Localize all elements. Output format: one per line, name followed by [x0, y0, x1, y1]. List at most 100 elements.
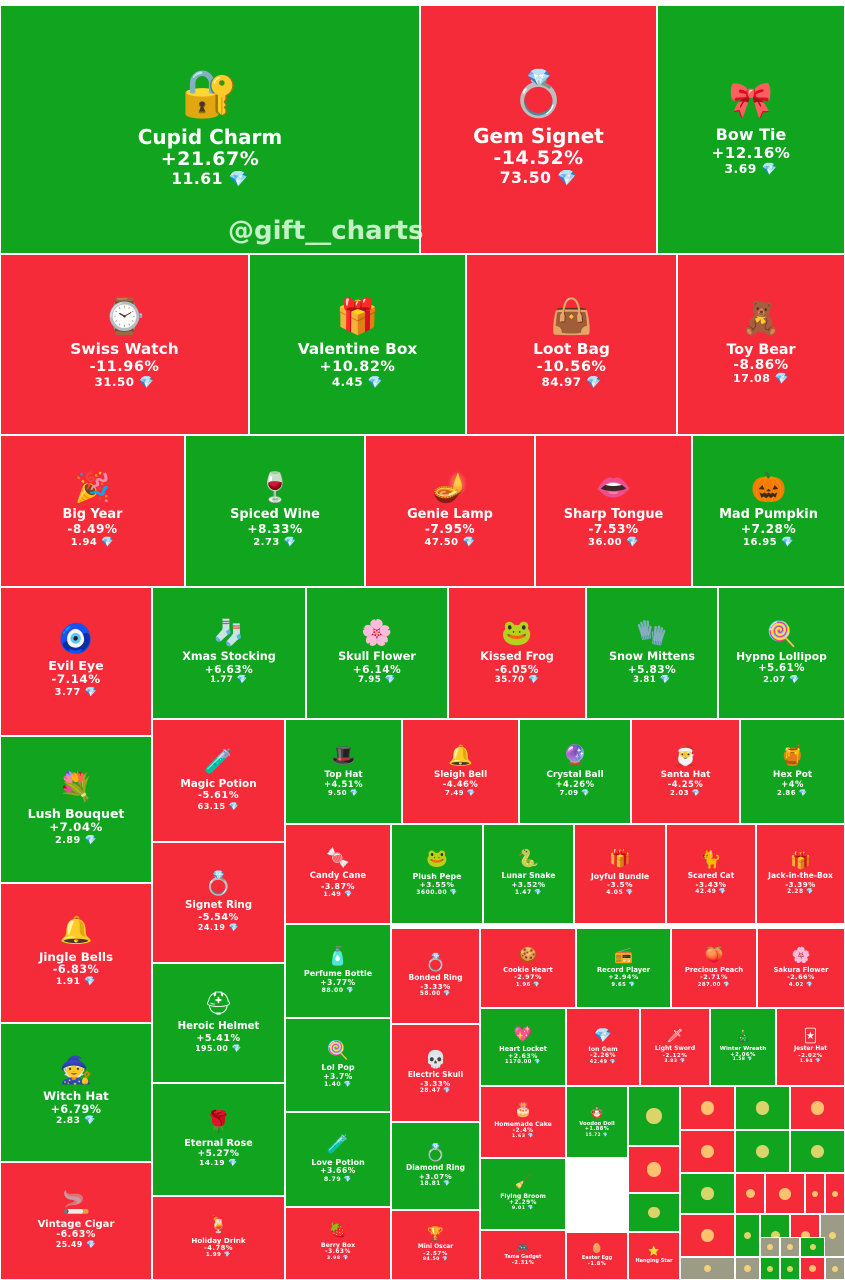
tile-crystal-ball[interactable]: 🔮 Crystal Ball +4.26% 7.09 💎	[519, 719, 631, 824]
tile-change: -7.95%	[424, 522, 476, 537]
tile-big-year[interactable]: 🎉 Big Year -8.49% 1.94 💎	[0, 435, 185, 587]
tile-small[interactable]	[760, 1237, 780, 1257]
tile-name: Light Sword	[654, 1044, 696, 1052]
tile-small[interactable]	[680, 1086, 735, 1130]
tile-eternal-rose[interactable]: 🌹 Eternal Rose +5.27% 14.19 💎	[152, 1083, 285, 1196]
tile-precious-peach[interactable]: 🍑 Precious Peach -2.71% 287.00 💎	[671, 928, 757, 1008]
tile-candy-cane[interactable]: 🍬 Candy Cane -3.87% 1.49 💎	[285, 824, 391, 924]
tile-small[interactable]	[735, 1173, 765, 1214]
tile-easter-egg[interactable]: 🥚 Easter Egg -1.8%	[566, 1232, 628, 1280]
price-value: 88.00	[321, 987, 347, 995]
tile-small[interactable]	[735, 1130, 790, 1173]
tile-small[interactable]	[800, 1257, 825, 1280]
tile-lol-pop[interactable]: 🍭 Lol Pop +3.7% 1.40 💎	[285, 1018, 391, 1112]
tile-spiced-wine[interactable]: 🍷 Spiced Wine +8.33% 2.73 💎	[185, 435, 365, 587]
tile-sleigh-bell[interactable]: 🔔 Sleigh Bell -4.46% 7.49 💎	[402, 719, 519, 824]
tile-tama-gadget[interactable]: 🎮 Tama Gadget -2.31%	[480, 1230, 566, 1280]
tile-hex-pot[interactable]: 🍯 Hex Pot +4% 2.86 💎	[740, 719, 845, 824]
tile-small[interactable]	[780, 1257, 800, 1280]
tile-sharp-tongue[interactable]: 👄 Sharp Tongue -7.53% 36.00 💎	[535, 435, 692, 587]
diamond-icon: 💎	[815, 1058, 822, 1064]
tile-santa-hat[interactable]: 🎅 Santa Hat -4.25% 2.03 💎	[631, 719, 740, 824]
tile-small[interactable]	[800, 1237, 825, 1257]
tile-top-hat[interactable]: 🎩 Top Hat +4.51% 9.50 💎	[285, 719, 402, 824]
tile-small[interactable]	[825, 1173, 845, 1214]
tile-price: 1170.00 💎	[505, 1059, 541, 1066]
tile-small[interactable]	[790, 1086, 845, 1130]
tile-kissed-frog[interactable]: 🐸 Kissed Frog -6.05% 35.70 💎	[448, 587, 586, 719]
top-hat-icon: 🎩	[331, 742, 356, 767]
tile-small[interactable]	[680, 1257, 735, 1280]
tile-cupid-charm[interactable]: 🔐 Cupid Charm +21.67% 11.61 💎	[0, 5, 420, 254]
tile-jack-in-the-box[interactable]: 🎁 Jack-in-the-Box -3.39% 2.28 💎	[756, 824, 845, 924]
tile-evil-eye[interactable]: 🧿 Evil Eye -7.14% 3.77 💎	[0, 587, 152, 736]
tile-bow-tie[interactable]: 🎀 Bow Tie +12.16% 3.69 💎	[657, 5, 845, 254]
diamond-icon: 💎	[344, 890, 353, 899]
tile-small[interactable]	[735, 1086, 790, 1130]
tile-small[interactable]	[780, 1237, 800, 1257]
tile-holiday-drink[interactable]: 🍹 Holiday Drink -4.78% 1.99 💎	[152, 1196, 285, 1280]
tile-ion-gem[interactable]: 💎 Ion Gem -2.26% 42.49 💎	[566, 1008, 640, 1086]
tile-bonded-ring[interactable]: 💍 Bonded Ring -3.33% 58.00 💎	[391, 928, 480, 1024]
vintage-cigar-icon: 🚬	[62, 1189, 90, 1216]
tile-vintage-cigar[interactable]: 🚬 Vintage Cigar -6.63% 25.49 💎	[0, 1162, 152, 1280]
tile-lush-bouquet[interactable]: 💐 Lush Bouquet +7.04% 2.89 💎	[0, 736, 152, 883]
tile-genie-lamp[interactable]: 🪔 Genie Lamp -7.95% 47.50 💎	[365, 435, 535, 587]
tile-voodoo-doll[interactable]: 🪆 Voodoo Doll +1.88% 15.72 💎	[566, 1086, 628, 1158]
tile-name: Mad Pumpkin	[719, 507, 818, 523]
tile-name: Bow Tie	[715, 125, 787, 145]
tile-electric-skull[interactable]: 💀 Electric Skull -3.33% 28.47 💎	[391, 1024, 480, 1122]
tile-small[interactable]	[760, 1257, 780, 1280]
tile-sakura-flower[interactable]: 🌸 Sakura Flower -2.66% 4.02 💎	[757, 928, 845, 1008]
tile-hanging-star[interactable]: ⭐ Hanging Star	[628, 1232, 680, 1280]
tile-xmas-stocking[interactable]: 🧦 Xmas Stocking +6.63% 1.77 💎	[152, 587, 306, 719]
tile-small[interactable]	[825, 1257, 845, 1280]
tile-love-potion[interactable]: 🧪 Love Potion +3.66% 8.79 💎	[285, 1112, 391, 1207]
tile-small[interactable]	[735, 1257, 760, 1280]
tile-hypno-lollipop[interactable]: 🍭 Hypno Lollipop +5.61% 2.07 💎	[718, 587, 845, 719]
tile-lunar-snake[interactable]: 🐍 Lunar Snake +3.52% 1.47 💎	[483, 824, 574, 924]
tile-snow-mittens[interactable]: 🧤 Snow Mittens +5.83% 3.81 💎	[586, 587, 718, 719]
tile-small[interactable]	[790, 1130, 845, 1173]
tile-small[interactable]	[628, 1193, 680, 1232]
tile-signet-ring[interactable]: 💍 Signet Ring -5.54% 24.19 💎	[152, 842, 285, 963]
tile-heart-locket[interactable]: 💖 Heart Locket +2.63% 1170.00 💎	[480, 1008, 566, 1086]
tile-flying-broom[interactable]: 🧹 Flying Broom +2.29% 9.01 💎	[480, 1158, 566, 1230]
genie-lamp-icon: 🪔	[432, 470, 468, 505]
tile-diamond-ring[interactable]: 💍 Diamond Ring +3.07% 18.81 💎	[391, 1122, 480, 1210]
tile-swiss-watch[interactable]: ⌚ Swiss Watch -11.96% 31.50 💎	[0, 254, 249, 435]
tile-valentine-box[interactable]: 🎁 Valentine Box +10.82% 4.45 💎	[249, 254, 466, 435]
tile-heroic-helmet[interactable]: ⛑ Heroic Helmet +5.41% 195.00 💎	[152, 963, 285, 1083]
tile-scared-cat[interactable]: 🐈 Scared Cat -3.43% 42.49 💎	[666, 824, 756, 924]
tile-light-sword[interactable]: 🗡 Light Sword -2.12% 3.83 💎	[640, 1008, 710, 1086]
tile-jingle-bells[interactable]: 🔔 Jingle Bells -6.83% 1.91 💎	[0, 883, 152, 1023]
tile-small[interactable]	[628, 1146, 680, 1193]
tile-skull-flower[interactable]: 🌸 Skull Flower +6.14% 7.95 💎	[306, 587, 448, 719]
tile-magic-potion[interactable]: 🧪 Magic Potion -5.61% 63.15 💎	[152, 719, 285, 842]
hanging-star-icon: ⭐	[648, 1246, 660, 1257]
tile-small[interactable]	[680, 1173, 735, 1214]
tile-loot-bag[interactable]: 👜 Loot Bag -10.56% 84.97 💎	[466, 254, 677, 435]
tile-homemade-cake[interactable]: 🎂 Homemade Cake -2.4% 1.63 💎	[480, 1086, 566, 1158]
tile-small[interactable]	[735, 1214, 760, 1257]
tile-perfume-bottle[interactable]: 🧴 Perfume Bottle +3.77% 88.00 💎	[285, 924, 391, 1018]
tile-small[interactable]	[680, 1130, 735, 1173]
tile-witch-hat[interactable]: 🧙 Witch Hat +6.79% 2.83 💎	[0, 1023, 152, 1162]
tile-plush-pepe[interactable]: 🐸 Plush Pepe +3.55% 3600.00 💎	[391, 824, 483, 924]
tile-mini-oscar[interactable]: 🏆 Mini Oscar -2.57% 84.50 💎	[391, 1210, 480, 1280]
tile-small[interactable]	[628, 1086, 680, 1146]
tile-small[interactable]	[680, 1214, 735, 1257]
tile-name: Candy Cane	[309, 871, 367, 882]
tile-toy-bear[interactable]: 🧸 Toy Bear -8.86% 17.08 💎	[677, 254, 845, 435]
tile-mad-pumpkin[interactable]: 🎃 Mad Pumpkin +7.28% 16.95 💎	[692, 435, 845, 587]
tile-cookie-heart[interactable]: 🍪 Cookie Heart -2.97% 1.96 💎	[480, 928, 576, 1008]
tile-jester-hat[interactable]: 🃏 Jester Hat -2.02% 1.94 💎	[776, 1008, 845, 1086]
tile-small[interactable]	[765, 1173, 805, 1214]
snow-mittens-icon: 🧤	[636, 618, 668, 648]
tile-winter-wreath[interactable]: 🎄 Winter Wreath +2.06% 1.58 💎	[710, 1008, 776, 1086]
tile-small[interactable]	[805, 1173, 825, 1214]
tile-record-player[interactable]: 📻 Record Player +2.94% 9.65 💎	[576, 928, 671, 1008]
tile-gem-signet[interactable]: 💍 Gem Signet -14.52% 73.50 💎	[420, 5, 657, 254]
tile-berry-box[interactable]: 🍓 Berry Box -3.63% 3.98 💎	[285, 1207, 391, 1280]
tile-joyful-bundle[interactable]: 🎁 Joyful Bundle -3.5% 4.05 💎	[574, 824, 666, 924]
